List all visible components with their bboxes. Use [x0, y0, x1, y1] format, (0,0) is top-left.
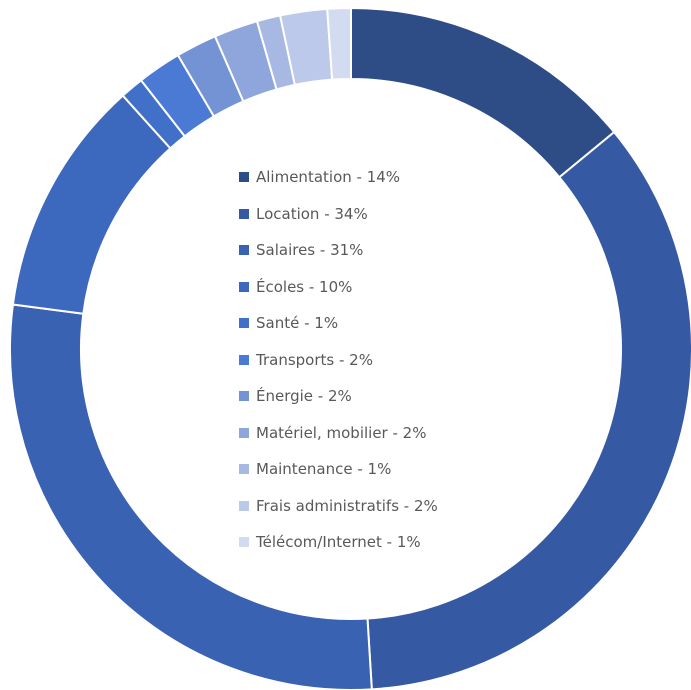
legend-swatch [239, 245, 249, 256]
legend-item: Frais administratifs - 2% [239, 488, 499, 525]
legend-swatch [239, 427, 249, 438]
slice-3 [9, 303, 373, 690]
legend-label: Santé - 1% [256, 314, 339, 333]
legend-item: Alimentation - 14% [239, 159, 499, 196]
legend-label: Transports - 2% [256, 350, 373, 369]
legend-label: Frais administratifs - 2% [256, 496, 438, 515]
legend-item: Écoles - 10% [239, 269, 499, 306]
slice-4 [11, 94, 172, 315]
legend-swatch [239, 318, 249, 329]
legend-label: Énergie - 2% [256, 387, 352, 406]
legend-item: Santé - 1% [239, 305, 499, 342]
legend-label: Télécom/Internet - 1% [256, 533, 421, 552]
legend-swatch [239, 172, 249, 183]
legend-label: Maintenance - 1% [256, 460, 392, 479]
slice-11 [326, 6, 352, 81]
slice-1 [350, 6, 616, 179]
legend-item: Matériel, mobilier - 2% [239, 415, 499, 452]
legend-swatch [239, 391, 249, 402]
legend-item: Télécom/Internet - 1% [239, 524, 499, 561]
slice-2 [366, 130, 691, 690]
legend-label: Location - 34% [256, 204, 368, 223]
legend-swatch [239, 537, 249, 548]
chart-legend: Alimentation - 14% Location - 34% Salaires… [239, 159, 499, 561]
legend-label: Alimentation - 14% [256, 168, 401, 187]
legend-label: Matériel, mobilier - 2% [256, 423, 427, 442]
legend-item: Salaires - 31% [239, 232, 499, 269]
legend-label: Écoles - 10% [256, 277, 353, 296]
legend-item: Maintenance - 1% [239, 451, 499, 488]
legend-swatch [239, 354, 249, 365]
legend-item: Énergie - 2% [239, 378, 499, 415]
legend-swatch [239, 500, 249, 511]
chart-slices [9, 6, 691, 690]
legend-swatch [239, 281, 249, 292]
legend-item: Transports - 2% [239, 342, 499, 379]
legend-swatch [239, 208, 249, 219]
legend-swatch [239, 464, 249, 475]
legend-label: Salaires - 31% [256, 241, 364, 260]
legend-item: Location - 34% [239, 196, 499, 233]
